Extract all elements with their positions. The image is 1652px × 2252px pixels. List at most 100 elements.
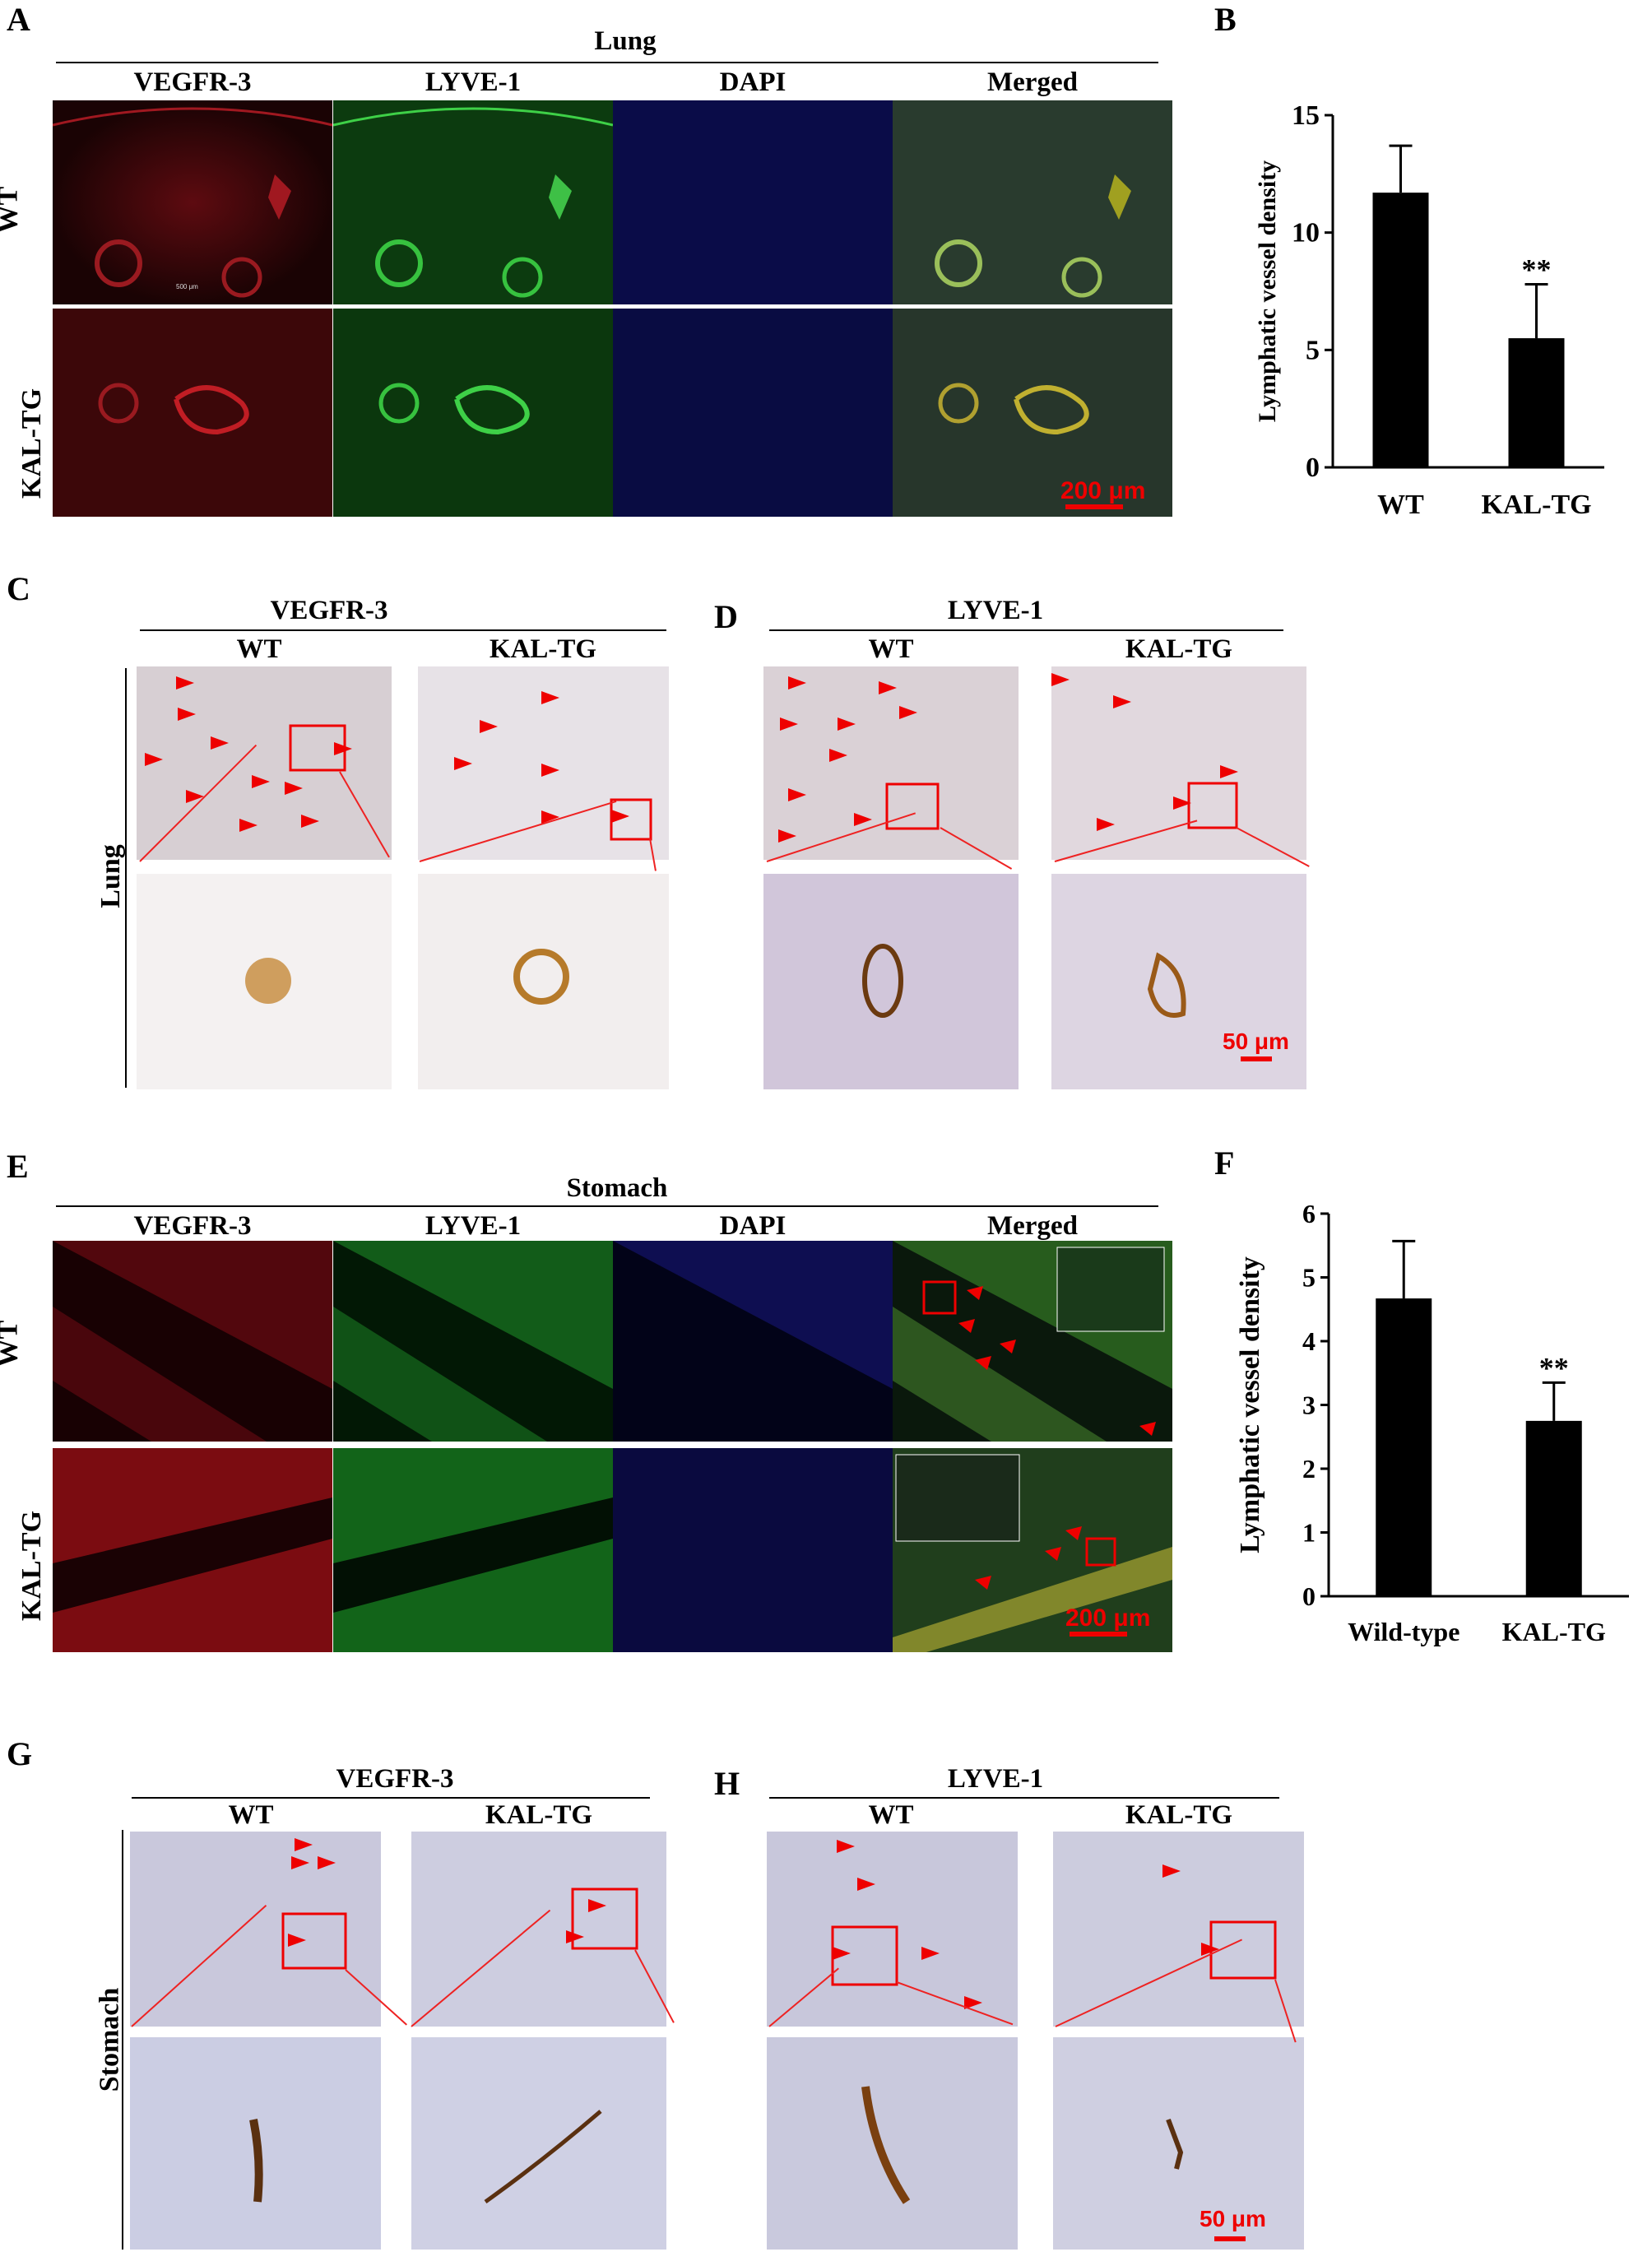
panel-d-col-kal: KAL-TG [1125,634,1233,664]
y-tick-label: 0 [1306,453,1320,483]
stomach-vegfr3-wt-image [53,1241,332,1442]
significance-marker: ** [1539,1351,1569,1384]
panel-label-c: C [7,570,30,607]
panel-a-rule [56,62,1158,63]
y-tick-label: 5 [1306,335,1320,365]
panel-g-rule [132,1797,650,1799]
panel-c-rule [140,629,666,631]
panel-label-h: H [714,1765,740,1802]
ihc-lung-lyve1-wt-zoom [763,874,1019,1089]
ihc-lung-scalebar-label: 50 μm [1223,1028,1289,1054]
lung-lyve1-kal-image [333,309,613,517]
stomach-vegfr3-kal-image [53,1448,332,1652]
stomach-lyve1-kal-image [333,1448,613,1652]
panel-a-row-kal: KAL-TG [16,388,48,499]
panel-g-bracket [122,1830,123,2250]
lung-scalebar-label: 200 μm [1060,477,1146,504]
stomach-lyve1-wt-image [333,1241,613,1442]
ihc-lung-vegfr3-wt [137,666,392,860]
ihc-stomach-lyve1-wt-zoom [767,2037,1018,2250]
y-tick-label: 4 [1302,1326,1316,1356]
bar-KAL-TG [1508,338,1565,467]
panel-label-e: E [7,1148,29,1185]
panel-a-col-2: LYVE-1 [425,67,522,97]
bar-WT [1372,193,1429,467]
lung-lyve1-wt-image [333,100,613,304]
lung-dapi-wt-image [613,100,893,304]
stomach-merged-kal-image: 200 μm [893,1448,1172,1652]
ihc-stomach-vegfr3-kal-zoom [411,2037,666,2250]
bar-KAL-TG [1525,1420,1582,1596]
y-tick-label: 3 [1302,1391,1316,1420]
lung-merged-kal-image: 200 μm [893,309,1172,517]
y-tick-label: 1 [1302,1518,1316,1548]
panel-e-title: Stomach [566,1173,668,1203]
stomach-scalebar [1070,1632,1127,1637]
panel-a-title: Lung [594,26,657,56]
panel-label-a: A [7,1,30,38]
panel-e-rule [56,1205,1158,1207]
y-tick-label: 5 [1302,1263,1316,1293]
panel-c-title: VEGFR-3 [270,596,388,625]
ihc-stomach-lyve1-kal [1053,1832,1304,2027]
panel-e-row-kal: KAL-TG [16,1510,48,1622]
ihc-lung-lyve1-kal-zoom: 50 μm [1051,874,1306,1089]
panel-label-b: B [1214,1,1237,38]
panel-h-col-wt: WT [868,1800,914,1830]
tiny-scale-text: 500 μm [176,283,198,290]
ihc-stomach-vegfr3-wt-zoom [130,2037,381,2250]
panel-g-col-wt: WT [228,1800,274,1830]
panel-a-col-1: VEGFR-3 [133,67,252,97]
panel-h-title: LYVE-1 [947,1764,1044,1794]
panel-e-col-3: DAPI [719,1211,787,1241]
panel-label-g: G [7,1735,33,1772]
panel-h-col-kal: KAL-TG [1125,1800,1233,1830]
panel-g-title: VEGFR-3 [336,1764,454,1794]
ihc-lung-scalebar [1241,1056,1272,1061]
lung-dapi-kal-image [613,309,893,517]
y-tick-label: 0 [1302,1581,1316,1611]
y-tick-label: 6 [1302,1199,1316,1228]
stomach-scalebar-label: 200 μm [1065,1604,1151,1632]
significance-marker: ** [1522,253,1552,286]
y-axis-label: Lymphatic vessel density [1235,1256,1265,1553]
x-tick-label: KAL-TG [1481,490,1591,520]
ihc-stomach-vegfr3-kal [411,1832,666,2027]
y-tick-label: 15 [1292,100,1320,131]
chart-f: 0 1 2 3 4 5 6 Lymphatic vessel density Wild-type… [1226,1185,1637,1670]
ihc-lung-lyve1-wt [763,666,1019,860]
y-tick-label: 10 [1292,218,1320,248]
lung-vegfr3-wt-image: 500 μm [53,100,332,304]
y-tick-label: 2 [1302,1454,1316,1484]
panel-c-col-wt: WT [236,634,282,664]
panel-d-col-wt: WT [868,634,914,664]
panel-e-row-wt: WT [0,1320,24,1367]
stomach-dapi-kal-image [613,1448,893,1652]
panel-a-col-3: DAPI [719,67,787,97]
panel-c-row-lung: Lung [95,844,126,908]
ihc-stomach-vegfr3-wt [130,1832,381,2027]
ihc-lung-vegfr3-kal [418,666,669,860]
lung-scalebar [1065,504,1123,509]
panel-a-row-wt: WT [0,186,24,234]
panel-label-d: D [714,598,738,635]
panel-label-f: F [1214,1145,1235,1182]
y-axis-label: Lymphatic vessel density [1254,160,1281,422]
ihc-lung-lyve1-kal [1051,666,1306,860]
x-tick-label: WT [1377,490,1424,520]
lung-vegfr3-kal-image [53,309,332,517]
panel-h-rule [769,1797,1279,1799]
bar-Wild-type [1376,1298,1432,1596]
stomach-dapi-wt-image [613,1241,893,1442]
x-tick-label: Wild-type [1348,1617,1459,1646]
ihc-stomach-scalebar-label: 50 μm [1200,2206,1266,2231]
panel-e-col-1: VEGFR-3 [133,1211,252,1241]
ihc-stomach-scalebar [1214,2236,1246,2241]
panel-g-col-kal: KAL-TG [485,1800,593,1830]
panel-g-row-stomach: Stomach [94,1987,125,2092]
panel-e-col-4: Merged [987,1211,1078,1241]
ihc-stomach-lyve1-kal-zoom: 50 μm [1053,2037,1304,2250]
x-tick-label: KAL-TG [1502,1617,1606,1646]
panel-c-col-kal: KAL-TG [489,634,597,664]
panel-a-col-4: Merged [987,67,1078,97]
